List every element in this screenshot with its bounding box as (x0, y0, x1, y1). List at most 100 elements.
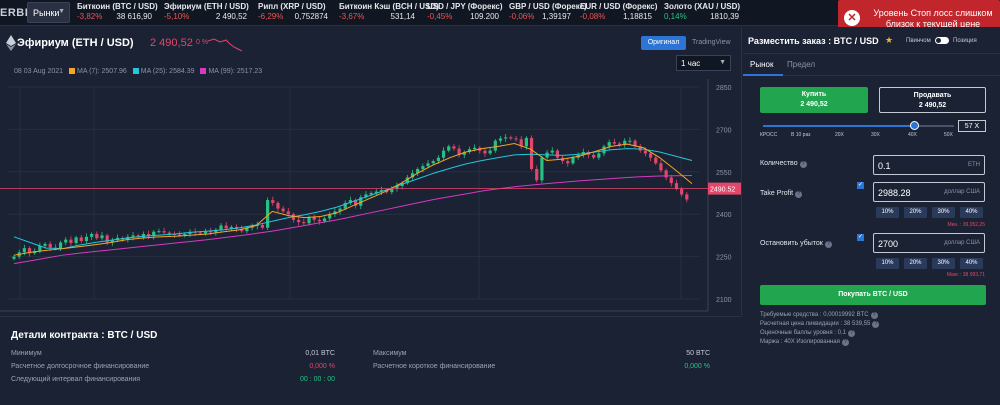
help-icon[interactable]: ? (870, 312, 878, 319)
submit-buy-button[interactable]: Покупать BTC / USD (760, 285, 986, 305)
position-toggle[interactable] (935, 37, 949, 44)
candle-body (447, 146, 451, 151)
leverage-tick[interactable]: 30Х (871, 132, 880, 138)
take-profit-min: Мин. : 39,052,25 (947, 222, 985, 228)
candle-body (654, 157, 658, 164)
candle-body (84, 236, 89, 242)
ticker-price: 1810,39 (710, 12, 739, 21)
price-chart[interactable]: 285027002550240022502100Jul 252830Aug 01… (0, 79, 742, 315)
leverage-tick[interactable]: В 10 раз (791, 132, 811, 138)
candle-body (297, 219, 301, 223)
candle-body (22, 248, 26, 253)
candle-body (328, 214, 332, 219)
stop-loss-value: 2700 (878, 239, 899, 249)
ticker-price: 1,18815 (623, 12, 652, 21)
candle-body (633, 140, 637, 147)
stop-loss-input[interactable]: 2700 доллар США (873, 233, 985, 253)
help-icon[interactable]: ? (795, 191, 803, 198)
ticker-name: EUR / USD (Форекс) (580, 2, 658, 11)
tab-limit[interactable]: Предел (787, 60, 815, 69)
candle-body (607, 142, 611, 147)
percent-button[interactable]: 10% (876, 258, 899, 269)
percent-button[interactable]: 40% (960, 207, 983, 218)
candle-body (488, 150, 492, 154)
take-profit-checkbox[interactable]: ✓ (857, 182, 864, 189)
stop-loss-checkbox[interactable]: ✓ (857, 234, 864, 241)
detail-label: Расчетное короткое финансирование (373, 363, 496, 370)
leverage-tick[interactable]: 40Х (908, 132, 917, 138)
help-icon[interactable]: ? (824, 241, 832, 248)
ma25-label: MA (25): 2584.39 (140, 68, 195, 75)
percent-button[interactable]: 40% (960, 258, 983, 269)
ticker-price: 2 490,52 (215, 12, 247, 21)
original-chart-button[interactable]: Оригинал (641, 36, 686, 50)
candle-body (58, 242, 63, 249)
leverage-tick[interactable]: 50Х (944, 132, 953, 138)
current-price-label: 2490.52 (710, 187, 735, 194)
ticker-price: 1,39197 (542, 12, 571, 21)
sell-button[interactable]: Продавать 2 490,52 (879, 87, 986, 113)
candle-body (374, 191, 378, 193)
logo: ERBIT (0, 7, 36, 19)
help-icon[interactable]: ? (841, 339, 849, 346)
ticker-item[interactable]: Золото (XAU / USD) 0,14% 1810,39 (664, 2, 740, 24)
leverage-tick[interactable]: 20Х (835, 132, 844, 138)
qty-input[interactable]: 0.1 ETH (873, 155, 985, 175)
interval-select[interactable]: 1 час ▼ (676, 55, 731, 71)
candle-body (498, 138, 503, 141)
order-title: Разместить заказ : BTC / USD (748, 36, 879, 46)
ticker-item[interactable]: GBP / USD (Форекс) -0,06% 1,39197 (509, 2, 587, 24)
help-icon[interactable]: ? (872, 321, 880, 328)
tradingview-button[interactable]: TradingView (692, 39, 731, 46)
ticker-item[interactable]: Биткоин Кэш (BCH / USD) -3,67% 531,14 (339, 2, 439, 24)
tab-market[interactable]: Рынок (750, 60, 774, 69)
ticker-item[interactable]: Биткоин (BTC / USD) -3,82% 38 616,90 (77, 2, 158, 24)
chart-price: 2 490,52 (150, 37, 193, 49)
markets-dropdown[interactable]: Рынки ▼ (27, 2, 70, 23)
order-info-line: Оценочные баллы уровня : 0,1? (760, 330, 855, 337)
help-icon[interactable]: ? (847, 330, 855, 337)
ticker-name: Биткоин Кэш (BCH / USD) (339, 2, 439, 11)
percent-button[interactable]: 10% (876, 207, 899, 218)
take-profit-label: Take Profit? (760, 190, 803, 198)
candle-body (623, 140, 627, 145)
ticker-name: USD / JPY (Форекс) (427, 2, 503, 11)
candle-body (529, 137, 534, 169)
leverage-slider-handle[interactable] (909, 121, 919, 130)
details-title: Детали контракта : BTC / USD (11, 330, 158, 341)
ticker-item[interactable]: USD / JPY (Форекс) -0,45% 109.200 (427, 2, 503, 24)
ticker-item[interactable]: EUR / USD (Форекс) -0,08% 1,18815 (580, 2, 658, 24)
ticker-item[interactable]: Рипл (XRP / USD) -6,29% 0,752874 (258, 2, 328, 24)
info-text: Маржа : 40Х Изолированная (760, 339, 840, 345)
candle-body (209, 231, 213, 233)
ticker-bar: ERBIT Рынки ▼ Биткоин (BTC / USD) -3,82% 3… (0, 0, 1000, 26)
star-icon[interactable]: ★ (885, 35, 894, 45)
ma99-label: MA (99): 2517.23 (208, 68, 263, 75)
ma99-line (13, 174, 693, 265)
close-circle-icon[interactable]: ✕ (844, 10, 860, 26)
percent-button[interactable]: 30% (932, 258, 955, 269)
leverage-value[interactable]: 57 X (958, 120, 986, 132)
percent-button[interactable]: 20% (904, 207, 927, 218)
ticker-price: 109.200 (470, 12, 499, 21)
leverage-tick[interactable]: КРОСС (760, 132, 778, 138)
detail-value: 50 BTC (686, 350, 710, 357)
candle-body (550, 150, 554, 153)
candle-body (12, 256, 16, 259)
candle-body (343, 202, 347, 209)
percent-button[interactable]: 30% (932, 207, 955, 218)
ma25-line (13, 148, 693, 250)
detail-label: Минимум (11, 350, 42, 357)
chevron-down-icon: ▼ (719, 59, 726, 66)
candle-body (95, 233, 99, 239)
detail-value: 0,01 BTC (305, 350, 335, 357)
ticker-item[interactable]: Эфириум (ETH / USD) -5,10% 2 490,52 (164, 2, 249, 24)
buy-button[interactable]: Купить 2 490,52 (760, 87, 868, 113)
order-info-line: Маржа : 40Х Изолированная? (760, 339, 849, 346)
percent-button[interactable]: 20% (904, 258, 927, 269)
candle-body (628, 140, 632, 142)
candle-body (69, 239, 73, 244)
take-profit-input[interactable]: 2988.28 доллар США (873, 182, 985, 202)
help-icon[interactable]: ? (799, 161, 807, 168)
candle-body (100, 235, 104, 239)
